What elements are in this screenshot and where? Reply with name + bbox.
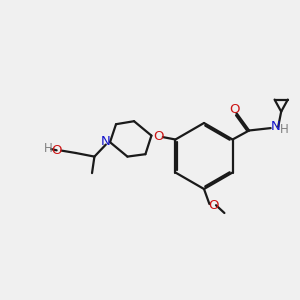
Text: O: O xyxy=(229,103,239,116)
Text: O: O xyxy=(51,144,62,157)
Text: H: H xyxy=(44,142,52,155)
Text: O: O xyxy=(208,199,218,212)
Text: O: O xyxy=(153,130,164,143)
Text: N: N xyxy=(101,135,111,148)
Text: N: N xyxy=(271,120,281,134)
Text: H: H xyxy=(280,123,289,136)
